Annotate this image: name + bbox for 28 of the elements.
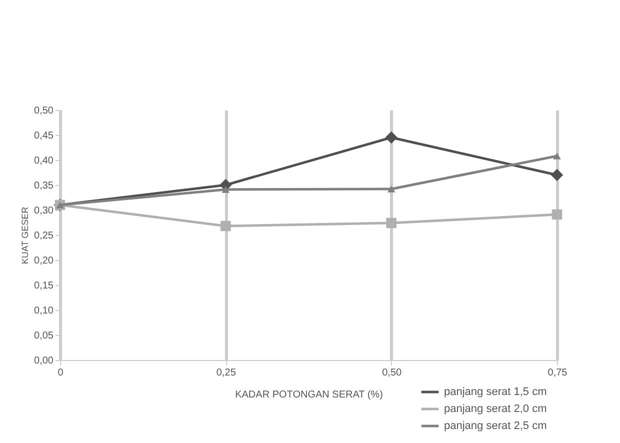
point: [387, 186, 396, 192]
legend-label: panjang serat 2,0 cm: [444, 403, 547, 415]
y-tick-label: 0,30: [34, 206, 54, 216]
point: [222, 186, 230, 193]
point: [553, 152, 561, 160]
y-tick-label: 0,25: [34, 230, 54, 242]
y-tick-label: 0,35: [34, 180, 54, 192]
point: [385, 131, 398, 144]
x-tick-label: 0,75: [548, 368, 568, 378]
point: [220, 220, 231, 232]
x-tick-label: 0: [58, 368, 64, 378]
point: [386, 218, 396, 228]
x-axis-title: KADAR POTONGAN SERAT (%): [235, 390, 383, 400]
y-tick-label: 0,40: [34, 156, 54, 166]
x-tick-label: 0,25: [216, 368, 236, 378]
legend-label: panjang serat 2,5 cm: [444, 420, 547, 432]
y-tick-label: 0,10: [34, 306, 54, 316]
legend-label: panjang serat 1,5 cm: [444, 386, 547, 398]
y-tick-label: 0,20: [34, 256, 54, 266]
point: [552, 209, 562, 220]
y-tick-label: 0,15: [34, 280, 54, 292]
y-axis-title: KUAT GESER: [20, 206, 30, 264]
x-tick-label: 0,50: [382, 368, 402, 378]
y-tick-label: 0,00: [34, 356, 54, 366]
y-tick-label: 0,45: [34, 130, 54, 142]
point: [550, 168, 564, 182]
y-tick-label: 0,50: [34, 106, 54, 116]
y-tick-label: 0,05: [34, 330, 54, 342]
